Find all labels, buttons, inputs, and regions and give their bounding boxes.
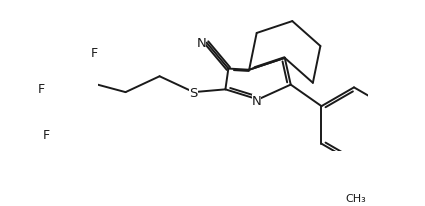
Text: S: S [190,86,198,99]
Text: N: N [252,95,261,108]
Text: CH₃: CH₃ [345,193,366,203]
Text: F: F [90,47,97,60]
Text: F: F [43,129,50,142]
Text: N: N [196,37,206,50]
Text: F: F [37,83,45,96]
